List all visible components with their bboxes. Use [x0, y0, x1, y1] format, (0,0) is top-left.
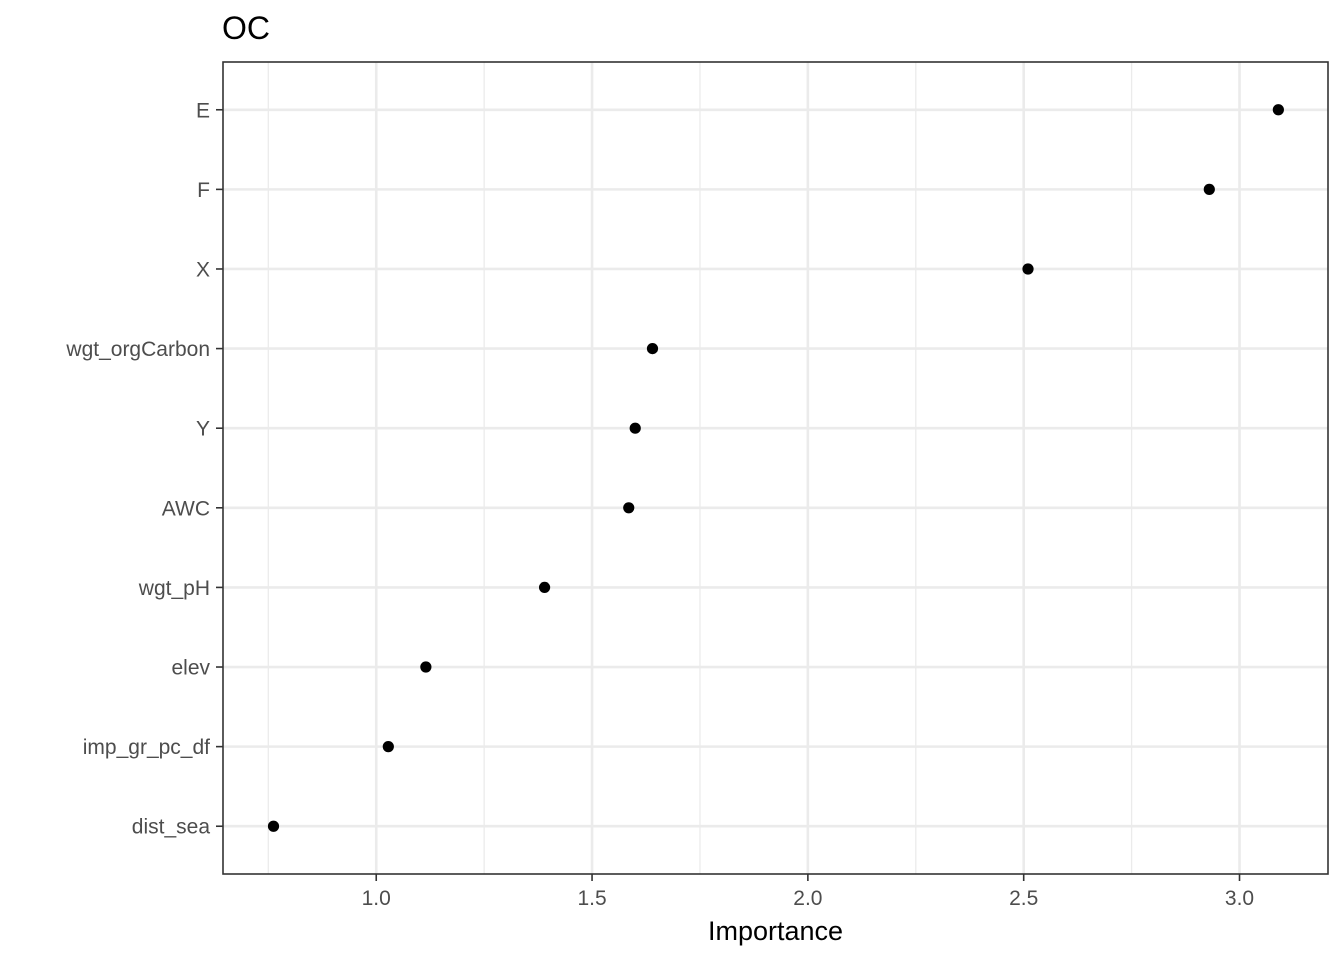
y-tick-label: elev [171, 657, 210, 680]
points-layer [267, 104, 1284, 832]
y-tick-label: wgt_pH [138, 577, 210, 600]
data-point [1203, 183, 1215, 195]
grid-layer [223, 62, 1328, 874]
data-point [623, 502, 635, 514]
x-tick-label: 1.0 [362, 887, 391, 910]
data-point [538, 581, 551, 594]
x-tick-label: 3.0 [1225, 887, 1254, 910]
y-tick-label: dist_sea [132, 816, 211, 839]
y-tick-label: X [196, 258, 210, 281]
x-tick-label: 1.5 [577, 887, 606, 910]
data-point [420, 661, 432, 673]
y-tick-label: imp_gr_pc_df [83, 736, 210, 759]
x-tick-label: 2.5 [1009, 887, 1038, 910]
data-point [1272, 104, 1284, 116]
data-point [382, 741, 394, 753]
x-tick-label: 2.0 [793, 887, 822, 910]
data-point [267, 820, 280, 832]
data-point [646, 342, 659, 355]
y-tick-label: E [196, 99, 210, 122]
y-tick-label: F [197, 179, 210, 202]
data-point [629, 422, 641, 434]
y-tick-label: wgt_orgCarbon [65, 338, 210, 361]
y-tick-label: AWC [162, 497, 210, 520]
data-point [1022, 263, 1034, 275]
chart-title: OC [222, 10, 270, 46]
y-tick-label: Y [196, 418, 210, 441]
x-axis: 1.0 1.5 2.0 2.5 3.0 [362, 874, 1254, 910]
x-axis-title: Importance [708, 916, 843, 946]
panel-border [222, 61, 1329, 875]
